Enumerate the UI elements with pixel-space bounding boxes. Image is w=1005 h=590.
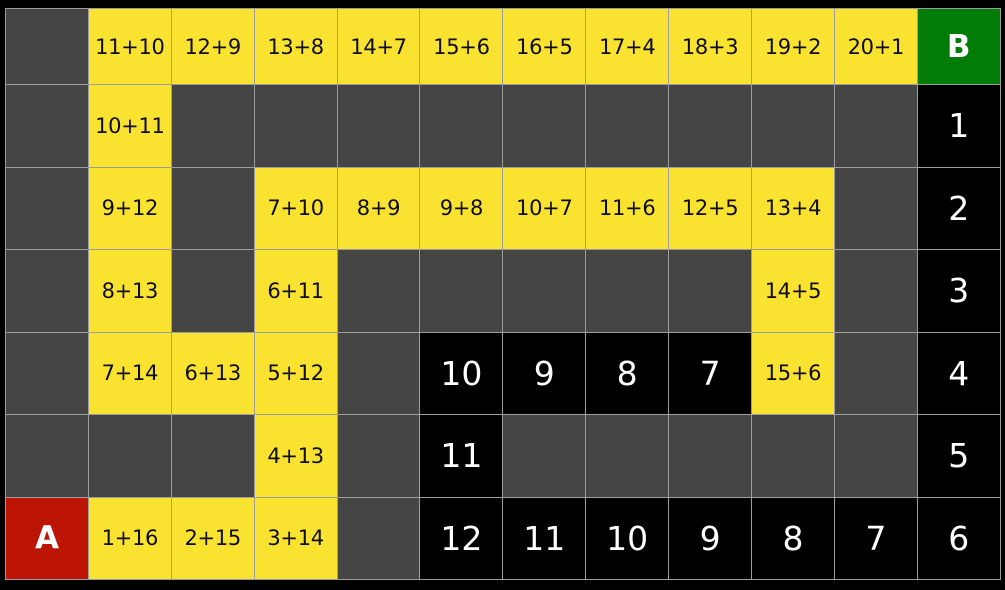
cell-count-r5c7[interactable]: 9 (502, 331, 587, 416)
cell-path-step-r5c4[interactable]: 5+12 (253, 331, 338, 416)
cell-empty-r2c8 (585, 84, 670, 168)
cell-empty-r4c11 (833, 249, 918, 333)
cell-empty-r3c11 (833, 166, 918, 251)
cell-path-step-r3c9[interactable]: 12+5 (668, 166, 753, 251)
grid-row: 10+11 1 (5, 84, 1001, 168)
cell-path-step-r3c10[interactable]: 13+4 (751, 166, 835, 251)
cell-empty-r4c7 (502, 249, 587, 333)
cell-empty-r4c8 (585, 249, 670, 333)
cell-path-step-r3c6[interactable]: 9+8 (419, 166, 504, 251)
cell-empty-r7c5 (336, 496, 421, 581)
cell-path-step-r1c9[interactable]: 18+3 (668, 7, 753, 86)
cell-empty-r5c11 (833, 331, 918, 416)
cell-empty-r5c5 (336, 331, 421, 416)
grid-row: 11+10 12+9 13+8 14+7 15+6 16+5 17+4 18+3 19+2 20+… (5, 7, 1001, 86)
cell-path-step-r4c2[interactable]: 8+13 (87, 249, 172, 333)
grid-row: 4+13 11 5 (5, 414, 1001, 498)
cell-count-r7c10[interactable]: 8 (751, 496, 835, 581)
cell-path-step-r5c3[interactable]: 6+13 (170, 331, 255, 416)
cell-path-step-r5c10[interactable]: 15+6 (751, 331, 835, 416)
grid-row: 9+12 7+10 8+9 9+8 10+7 11+6 12+5 13+4 2 (5, 166, 1001, 251)
cell-path-step-r1c6[interactable]: 15+6 (419, 7, 504, 86)
cell-path-step-r3c7[interactable]: 10+7 (502, 166, 587, 251)
cell-count-r5c9[interactable]: 7 (668, 331, 753, 416)
cell-empty-r6c1 (5, 414, 89, 498)
cell-path-step-r7c2[interactable]: 1+16 (87, 496, 172, 581)
cell-empty-r2c10 (751, 84, 835, 168)
cell-empty-r2c5 (336, 84, 421, 168)
cell-empty-r2c11 (833, 84, 918, 168)
cell-count-r7c7[interactable]: 11 (502, 496, 587, 581)
cell-path-step-r5c2[interactable]: 7+14 (87, 331, 172, 416)
cell-empty-r3c1 (5, 166, 89, 251)
grid-row: A 1+16 2+15 3+14 12 11 10 9 8 7 6 (5, 496, 1001, 581)
cell-path-step-r3c5[interactable]: 8+9 (336, 166, 421, 251)
cell-empty-r6c7 (502, 414, 587, 498)
cell-empty-r2c9 (668, 84, 753, 168)
cell-empty-r2c7 (502, 84, 587, 168)
cell-row-index-r2c12[interactable]: 1 (916, 84, 1001, 168)
cell-path-step-r3c2[interactable]: 9+12 (87, 166, 172, 251)
cell-row-index-r7c12[interactable]: 6 (916, 496, 1001, 581)
cell-empty-r6c8 (585, 414, 670, 498)
cell-empty-r2c1 (5, 84, 89, 168)
cell-empty-r6c9 (668, 414, 753, 498)
puzzle-board: 11+10 12+9 13+8 14+7 15+6 16+5 17+4 18+3 19+2 20+… (5, 7, 1001, 581)
cell-start-marker-r7c1[interactable]: A (5, 496, 89, 581)
cell-path-step-r1c10[interactable]: 19+2 (751, 7, 835, 86)
cell-path-step-r6c4[interactable]: 4+13 (253, 414, 338, 498)
cell-empty-r4c3 (170, 249, 255, 333)
cell-row-index-r4c12[interactable]: 3 (916, 249, 1001, 333)
cell-empty-r5c1 (5, 331, 89, 416)
cell-count-r7c9[interactable]: 9 (668, 496, 753, 581)
cell-path-step-r1c4[interactable]: 13+8 (253, 7, 338, 86)
cell-path-step-r1c5[interactable]: 14+7 (336, 7, 421, 86)
cell-path-step-r3c4[interactable]: 7+10 (253, 166, 338, 251)
cell-count-r7c6[interactable]: 12 (419, 496, 504, 581)
cell-goal-marker-r1c12[interactable]: B (916, 7, 1001, 86)
cell-row-index-r3c12[interactable]: 2 (916, 166, 1001, 251)
cell-path-step-r1c8[interactable]: 17+4 (585, 7, 670, 86)
cell-path-step-r7c3[interactable]: 2+15 (170, 496, 255, 581)
cell-count-r5c6[interactable]: 10 (419, 331, 504, 416)
grid-row: 7+14 6+13 5+12 10 9 8 7 15+6 4 (5, 331, 1001, 416)
cell-row-index-r5c12[interactable]: 4 (916, 331, 1001, 416)
cell-empty-r3c3 (170, 166, 255, 251)
grid-row: 8+13 6+11 14+5 3 (5, 249, 1001, 333)
grid-body: 11+10 12+9 13+8 14+7 15+6 16+5 17+4 18+3 19+2 20+… (5, 7, 1001, 581)
cell-empty-r6c2 (87, 414, 172, 498)
cell-empty-r2c4 (253, 84, 338, 168)
cell-empty-r2c6 (419, 84, 504, 168)
cell-path-step-r2c2[interactable]: 10+11 (87, 84, 172, 168)
cell-path-step-r4c10[interactable]: 14+5 (751, 249, 835, 333)
cell-empty-r6c10 (751, 414, 835, 498)
grid-table: 11+10 12+9 13+8 14+7 15+6 16+5 17+4 18+3 19+2 20+… (5, 7, 1001, 581)
cell-empty-r4c5 (336, 249, 421, 333)
cell-empty-r4c9 (668, 249, 753, 333)
cell-empty-r6c3 (170, 414, 255, 498)
cell-path-step-r1c11[interactable]: 20+1 (833, 7, 918, 86)
cell-path-step-r1c2[interactable]: 11+10 (87, 7, 172, 86)
cell-path-step-r3c8[interactable]: 11+6 (585, 166, 670, 251)
cell-empty-r1c1 (5, 7, 89, 86)
cell-empty-r6c5 (336, 414, 421, 498)
cell-empty-r6c11 (833, 414, 918, 498)
cell-row-index-r6c12[interactable]: 5 (916, 414, 1001, 498)
cell-path-step-r1c7[interactable]: 16+5 (502, 7, 587, 86)
cell-empty-r2c3 (170, 84, 255, 168)
cell-path-step-r4c4[interactable]: 6+11 (253, 249, 338, 333)
cell-count-r5c8[interactable]: 8 (585, 331, 670, 416)
cell-count-r6c6[interactable]: 11 (419, 414, 504, 498)
cell-path-step-r1c3[interactable]: 12+9 (170, 7, 255, 86)
cell-empty-r4c6 (419, 249, 504, 333)
cell-count-r7c11[interactable]: 7 (833, 496, 918, 581)
cell-count-r7c8[interactable]: 10 (585, 496, 670, 581)
cell-empty-r4c1 (5, 249, 89, 333)
cell-path-step-r7c4[interactable]: 3+14 (253, 496, 338, 581)
